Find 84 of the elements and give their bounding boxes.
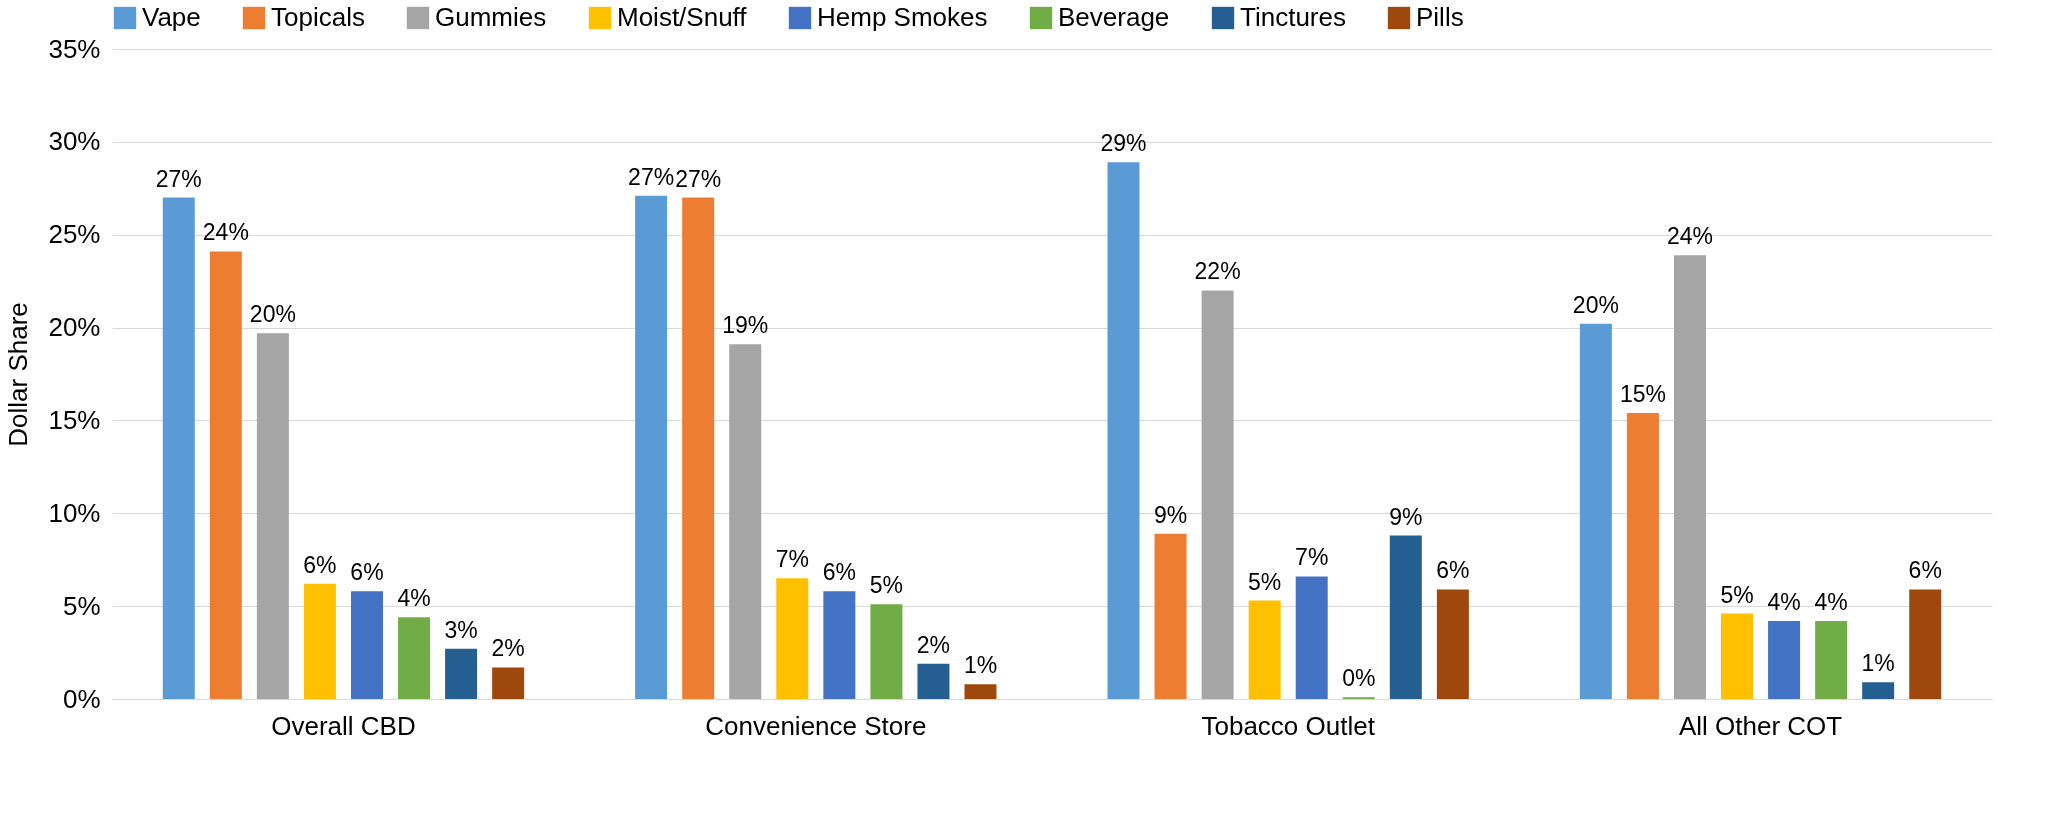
data-label: 4% <box>1814 589 1848 615</box>
legend-label: Tinctures <box>1240 2 1346 32</box>
data-label: 5% <box>869 572 904 599</box>
bar <box>492 667 525 699</box>
data-label: 19% <box>722 312 769 339</box>
bar <box>256 333 289 699</box>
bar <box>1436 589 1469 699</box>
y-axis-title: Dollar Share <box>3 302 34 447</box>
data-label: 4% <box>1767 589 1801 615</box>
y-tick-label: 0% <box>62 683 101 714</box>
data-label: 9% <box>1153 501 1188 528</box>
data-label: 0% <box>1342 665 1376 692</box>
data-label: 6% <box>350 559 384 586</box>
data-label: 6% <box>822 559 856 586</box>
y-tick-label: 25% <box>48 219 101 250</box>
data-label: 9% <box>1389 503 1423 530</box>
data-label: 5% <box>1248 568 1282 595</box>
bar <box>1201 290 1234 699</box>
y-tick-label: 5% <box>62 590 101 621</box>
data-label: 7% <box>775 546 809 573</box>
data-label: 15% <box>1619 381 1666 407</box>
bar <box>1721 613 1754 699</box>
bar <box>1909 589 1942 699</box>
data-label: 4% <box>397 585 431 612</box>
data-label: 27% <box>675 165 722 192</box>
bar <box>1579 323 1612 699</box>
bar <box>1295 576 1328 699</box>
bar <box>1862 682 1895 699</box>
data-label: 7% <box>1295 544 1329 571</box>
bar <box>209 251 242 699</box>
bar <box>445 648 478 699</box>
bar <box>1154 533 1187 699</box>
data-label: 24% <box>202 219 249 246</box>
bar <box>1389 535 1422 699</box>
bar <box>1768 621 1801 699</box>
legend-label: Pills <box>1416 2 1464 32</box>
data-label: 3% <box>444 616 478 643</box>
bar <box>917 663 950 699</box>
data-label: 2% <box>916 631 951 658</box>
bar <box>729 344 762 699</box>
data-label: 6% <box>1908 557 1942 584</box>
bar <box>1248 600 1281 699</box>
data-label: 29% <box>1100 130 1147 157</box>
data-label: 5% <box>1720 581 1754 608</box>
x-tick-label: Tobacco Outlet <box>1201 710 1376 741</box>
data-label: 6% <box>303 551 337 578</box>
bar <box>303 583 336 699</box>
x-tick-label: Overall CBD <box>271 710 416 741</box>
data-label: 1% <box>963 652 998 679</box>
y-tick-label: 10% <box>48 497 101 528</box>
legend-label: Hemp Smokes <box>817 2 988 32</box>
legend-label: Topicals <box>271 2 365 32</box>
data-label: 20% <box>1572 291 1619 318</box>
bar <box>870 604 903 699</box>
data-label: 27% <box>628 163 675 190</box>
data-label: 6% <box>1436 557 1470 584</box>
legend-label: Gummies <box>435 2 547 32</box>
bar <box>682 197 715 699</box>
bar <box>350 591 383 699</box>
bar <box>1107 162 1140 699</box>
data-label: 24% <box>1666 223 1713 250</box>
y-tick-label: 15% <box>48 404 101 435</box>
y-tick-label: 35% <box>48 33 101 64</box>
data-label: 2% <box>491 635 525 662</box>
x-tick-label: Convenience Store <box>705 710 927 741</box>
data-label: 1% <box>1861 650 1895 677</box>
bar <box>1626 413 1659 699</box>
bar <box>635 195 668 699</box>
legend-label: Beverage <box>1058 2 1170 32</box>
bar <box>1815 621 1848 699</box>
y-tick-label: 30% <box>48 126 101 157</box>
bar <box>162 197 195 699</box>
legend-label: Vape <box>142 2 201 32</box>
bar <box>964 684 997 699</box>
data-label: 22% <box>1194 258 1241 285</box>
legend-label: Moist/Snuff <box>617 2 748 32</box>
data-label: 27% <box>155 165 202 192</box>
y-tick-label: 20% <box>48 312 101 343</box>
x-tick-label: All Other COT <box>1678 710 1843 741</box>
bar <box>398 617 431 699</box>
bar <box>1673 255 1706 699</box>
bar <box>776 578 809 699</box>
bar <box>823 591 856 699</box>
data-label: 20% <box>249 301 296 328</box>
